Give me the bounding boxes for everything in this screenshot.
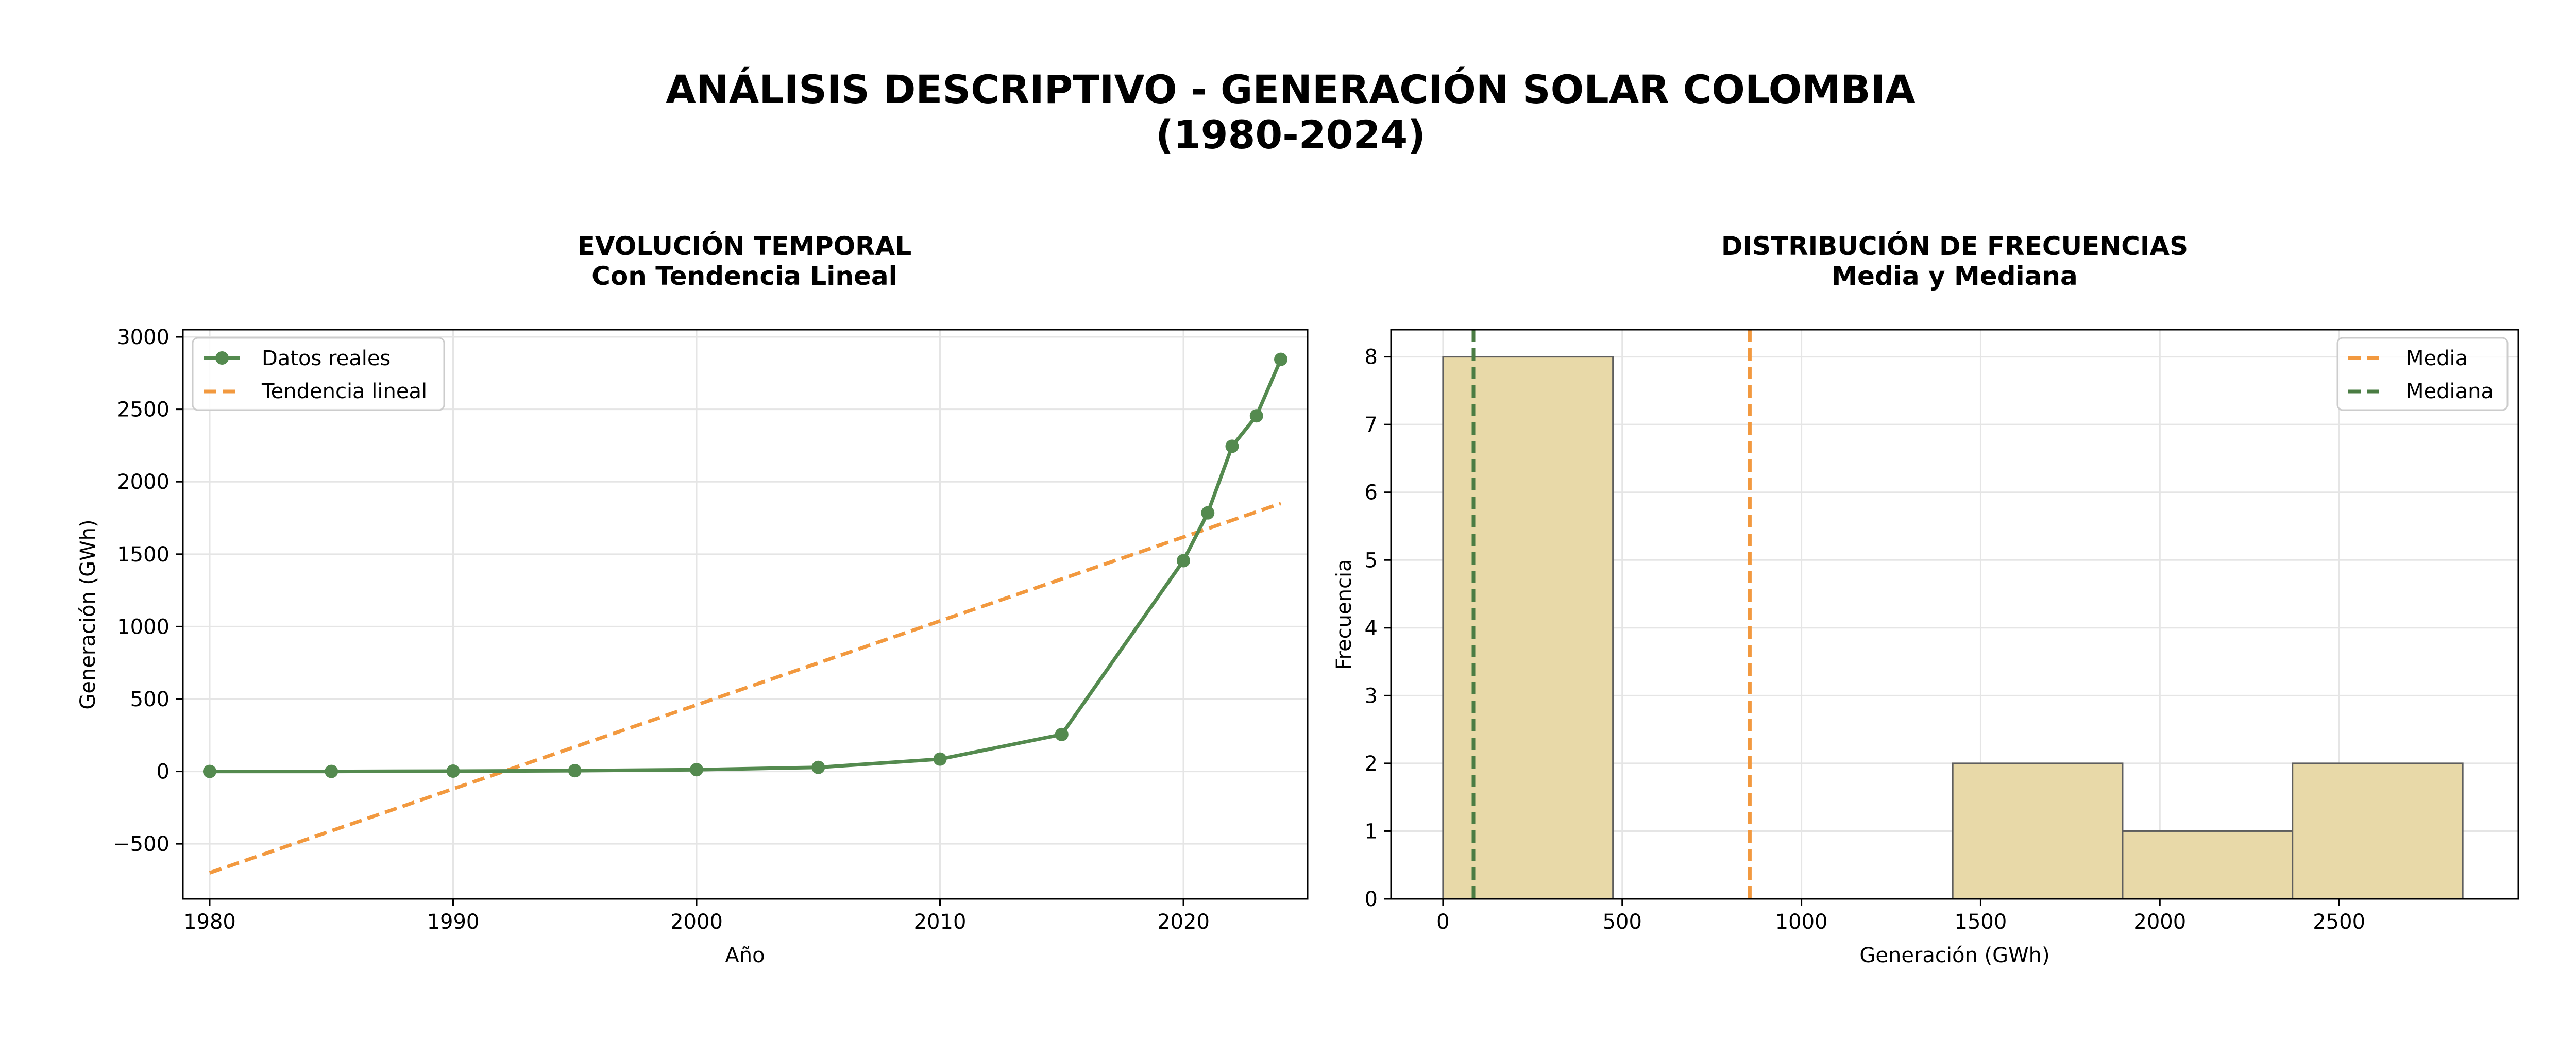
histogram-frame — [1390, 329, 2519, 900]
y-tick-label: 2500 — [117, 398, 170, 422]
line-chart-ylabel: Generación (GWh) — [76, 519, 100, 709]
histogram-title: DISTRIBUCIÓN DE FRECUENCIAS — [1721, 231, 2188, 261]
y-tick-label: 3 — [1365, 684, 1378, 708]
legend-label-media: Media — [2406, 347, 2468, 370]
trend-line — [209, 502, 1282, 875]
x-tick-label: 1980 — [183, 910, 236, 934]
data-point — [811, 760, 825, 774]
histogram-ticks: 0 500 1000 1500 2000 2500 0 1 2 3 4 5 6 7 8 — [1365, 346, 2365, 934]
histogram-legend: Media Mediana — [2336, 337, 2509, 411]
histogram-plot — [1442, 330, 2464, 900]
x-tick-label: 2020 — [1157, 910, 1210, 934]
line-chart-plot — [202, 352, 1288, 875]
line-chart-frame — [182, 329, 1309, 900]
legend-label-datos-reales: Datos reales — [262, 347, 391, 370]
x-tick-label: 1000 — [1775, 910, 1828, 934]
x-tick-label: 1500 — [1955, 910, 2007, 934]
data-point — [689, 763, 703, 777]
y-tick-label: 5 — [1365, 549, 1378, 572]
x-tick-label: 2010 — [914, 910, 967, 934]
line-chart-legend: Datos reales Tendencia lineal — [192, 337, 445, 411]
y-tick-label: 2 — [1365, 752, 1378, 776]
x-tick-label: 2000 — [670, 910, 723, 934]
data-point — [325, 764, 338, 778]
data-point — [1274, 352, 1288, 366]
line-chart-ticks: 1980 1990 2000 2010 2020 −500 0 500 1000 1500 2000… — [113, 326, 1210, 934]
y-tick-label: 2000 — [117, 470, 170, 494]
x-tick-label: 2500 — [2313, 910, 2365, 934]
histogram-panel: DISTRIBUCIÓN DE FRECUENCIAS Media y Medi… — [1332, 231, 2519, 967]
line-chart-legend-box — [192, 337, 445, 411]
legend-label-tendencia-lineal: Tendencia lineal — [261, 380, 427, 403]
histogram-bar — [1952, 762, 2124, 900]
data-point — [1055, 727, 1069, 741]
data-point — [1177, 554, 1191, 568]
histogram-xlabel: Generación (GWh) — [1859, 944, 2049, 967]
line-chart-title: EVOLUCIÓN TEMPORAL — [578, 231, 911, 261]
figure-title-line1: ANÁLISIS DESCRIPTIVO - GENERACIÓN SOLAR … — [666, 66, 1916, 112]
y-tick-label: 7 — [1365, 413, 1378, 437]
data-point — [446, 764, 460, 778]
line-chart-grid — [183, 330, 1308, 899]
y-tick-label: 500 — [130, 688, 170, 711]
data-point — [568, 764, 582, 778]
y-tick-label: 1500 — [117, 543, 170, 567]
figure-title-line2: (1980-2024) — [1156, 112, 1426, 158]
data-point — [1201, 506, 1215, 520]
y-tick-label: 1000 — [117, 615, 170, 639]
histogram-bar — [1442, 356, 1614, 900]
x-tick-label: 500 — [1603, 910, 1642, 934]
x-tick-label: 0 — [1436, 910, 1449, 934]
legend-marker-datos-reales — [215, 351, 229, 365]
x-tick-label: 2000 — [2133, 910, 2186, 934]
data-point — [1225, 439, 1239, 453]
histogram-subtitle: Media y Mediana — [1832, 261, 2077, 291]
legend-label-mediana: Mediana — [2406, 380, 2494, 403]
y-tick-label: 8 — [1365, 346, 1378, 369]
data-point — [202, 764, 216, 778]
y-tick-label: 0 — [1365, 888, 1378, 911]
y-tick-label: 1 — [1365, 820, 1378, 843]
line-chart-panel: EVOLUCIÓN TEMPORAL Con Tendencia Lineal … — [76, 231, 1309, 967]
y-tick-label: 6 — [1365, 481, 1378, 505]
y-tick-label: 4 — [1365, 617, 1378, 640]
data-point — [1249, 409, 1263, 423]
histogram-bar — [2122, 830, 2294, 900]
histogram-legend-box — [2336, 337, 2509, 411]
line-chart-subtitle: Con Tendencia Lineal — [591, 261, 897, 291]
line-chart-xlabel: Año — [725, 944, 765, 967]
y-tick-label: 0 — [157, 760, 170, 784]
y-tick-label: −500 — [113, 832, 170, 856]
data-point — [933, 752, 947, 766]
x-tick-label: 1990 — [427, 910, 480, 934]
histogram-bar — [2292, 762, 2464, 900]
histogram-ylabel: Frecuencia — [1332, 559, 1356, 670]
y-tick-label: 3000 — [117, 326, 170, 349]
